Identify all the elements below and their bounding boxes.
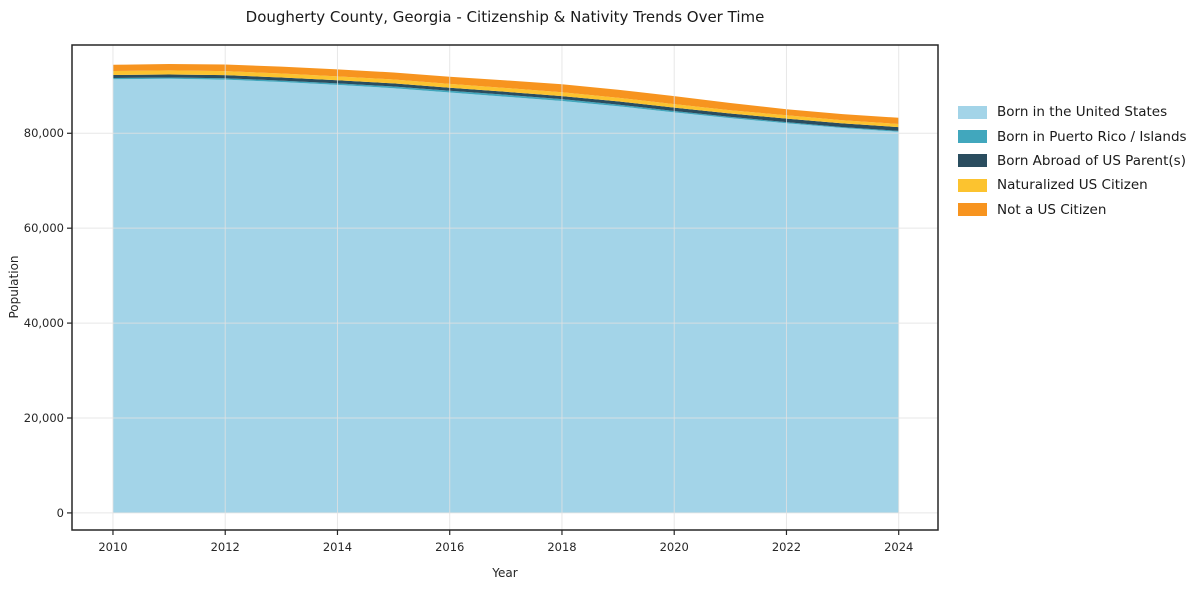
x-tick-label: 2014 (322, 540, 353, 554)
chart-title: Dougherty County, Georgia - Citizenship … (245, 8, 765, 26)
legend-swatch (958, 130, 987, 144)
y-tick-label: 40,000 (23, 316, 64, 331)
y-axis-label: Population (7, 255, 21, 319)
legend-item: Born Abroad of US Parent(s) (958, 149, 1187, 173)
legend-item: Not a US Citizen (958, 198, 1187, 222)
legend-label: Naturalized US Citizen (997, 177, 1148, 194)
plot-frame (71, 44, 939, 531)
x-axis-label: Year (492, 566, 518, 580)
y-tick-label: 80,000 (23, 126, 64, 141)
x-tick-label: 2012 (210, 540, 240, 554)
x-tick-label: 2016 (435, 540, 465, 554)
legend-swatch (958, 154, 987, 168)
area-series-3 (113, 70, 899, 128)
legend-swatch (958, 105, 987, 119)
legend-item: Born in the United States (958, 100, 1187, 124)
y-tick-label: 0 (56, 505, 64, 520)
legend: Born in the United States Born in Puerto … (958, 100, 1187, 222)
x-tick-label: 2018 (547, 540, 577, 554)
area-series-4 (113, 64, 899, 124)
x-tick-label: 2020 (659, 540, 689, 554)
legend-swatch (958, 203, 987, 217)
y-tick-label: 60,000 (23, 221, 64, 236)
legend-label: Born Abroad of US Parent(s) (997, 152, 1186, 169)
legend-item: Naturalized US Citizen (958, 173, 1187, 197)
area-series-0 (113, 78, 899, 513)
legend-label: Not a US Citizen (997, 201, 1107, 218)
legend-label: Born in Puerto Rico / Islands (997, 128, 1187, 145)
legend-swatch (958, 178, 987, 192)
x-tick-label: 2010 (98, 540, 128, 554)
legend-label: Born in the United States (997, 104, 1168, 121)
x-tick-label: 2022 (771, 540, 802, 554)
legend-item: Born in Puerto Rico / Islands (958, 124, 1187, 148)
x-tick-label: 2024 (884, 540, 914, 554)
y-tick-label: 20,000 (23, 411, 64, 425)
